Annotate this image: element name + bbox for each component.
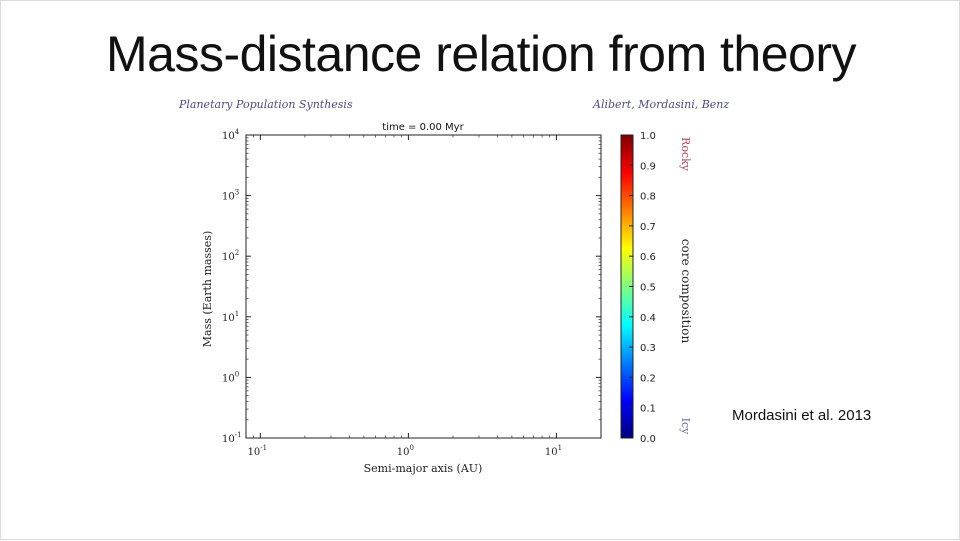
y-tick-label: 10-1: [222, 431, 242, 445]
slide-title: Mass-distance relation from theory: [106, 26, 856, 82]
colorbar-bottom-label: Icy: [679, 418, 692, 436]
colorbar-tick-label: 0.3: [640, 343, 656, 354]
x-tick-label: 10-1: [248, 444, 268, 458]
colorbar-tick-label: 0.2: [640, 373, 656, 384]
colorbar-tick-label: 0.7: [640, 222, 656, 233]
y-tick-exponent: 3: [235, 189, 239, 197]
y-tick-exponent: 1: [235, 310, 239, 318]
y-tick-label: 100: [222, 370, 239, 384]
colorbar-label: core composition: [679, 239, 693, 344]
credit-left: Planetary Population Synthesis: [179, 98, 353, 111]
colorbar-tick-label: 0.5: [640, 283, 656, 294]
x-axis-label: Semi-major axis (AU): [364, 462, 483, 475]
citation: Mordasini et al. 2013: [732, 407, 872, 424]
x-tick-exponent: 0: [410, 444, 414, 452]
y-tick-label: 104: [222, 128, 240, 142]
x-tick-exponent: -1: [260, 444, 267, 452]
colorbar-tick-label: 0.6: [640, 252, 656, 263]
x-tick-label: 100: [397, 444, 414, 458]
x-tick-label: 101: [545, 444, 562, 458]
colorbar-tick-label: 0.0: [640, 434, 656, 445]
y-tick-exponent: 0: [235, 370, 239, 378]
colorbar-top-label: Rocky: [679, 137, 692, 172]
y-tick-exponent: 2: [235, 249, 239, 257]
y-tick-exponent: -1: [235, 431, 242, 439]
colorbar-tick-label: 0.9: [640, 161, 656, 172]
y-tick-exponent: 4: [235, 128, 240, 136]
colorbar-tick-label: 0.4: [640, 313, 656, 324]
y-tick-label: 102: [222, 249, 239, 263]
chart-title: time = 0.00 Myr: [382, 122, 464, 133]
x-tick-exponent: 1: [558, 444, 562, 452]
y-tick-label: 101: [222, 310, 239, 324]
colorbar-tick-label: 0.8: [640, 192, 656, 203]
colorbar-tick-label: 1.0: [640, 131, 656, 142]
colorbar-tick-label: 0.1: [640, 404, 656, 415]
y-tick-label: 103: [222, 189, 239, 203]
credit-right: Alibert, Mordasini, Benz: [593, 98, 730, 111]
y-axis-label: Mass (Earth masses): [201, 231, 214, 347]
plot-area: [245, 134, 602, 439]
